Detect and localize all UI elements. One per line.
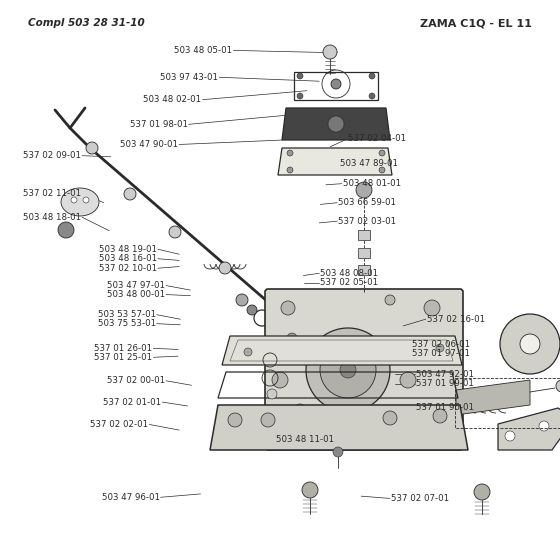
Circle shape (306, 328, 390, 412)
Text: 537 01 97-01: 537 01 97-01 (412, 349, 470, 358)
Text: 537 02 16-01: 537 02 16-01 (427, 315, 485, 324)
Circle shape (323, 45, 337, 59)
Circle shape (379, 167, 385, 173)
Text: 537 02 02-01: 537 02 02-01 (90, 420, 148, 429)
Circle shape (261, 413, 275, 427)
Circle shape (281, 301, 295, 315)
Circle shape (294, 404, 306, 416)
Text: 537 01 25-01: 537 01 25-01 (94, 353, 152, 362)
Text: 537 02 06-01: 537 02 06-01 (412, 340, 470, 349)
Circle shape (424, 300, 440, 316)
Polygon shape (456, 380, 530, 415)
Circle shape (436, 344, 444, 352)
Text: ZAMA C1Q - EL 11: ZAMA C1Q - EL 11 (420, 18, 532, 28)
Circle shape (369, 93, 375, 99)
Circle shape (383, 411, 397, 425)
Text: 503 48 00-01: 503 48 00-01 (107, 290, 165, 299)
Text: 537 01 96-01: 537 01 96-01 (416, 403, 474, 412)
Text: 503 47 89-01: 503 47 89-01 (340, 159, 399, 168)
Text: 537 02 11-01: 537 02 11-01 (23, 189, 81, 198)
Circle shape (433, 409, 447, 423)
Text: 503 53 57-01: 503 53 57-01 (97, 310, 156, 319)
Text: 537 01 98-01: 537 01 98-01 (129, 120, 188, 129)
Bar (358, 248, 370, 258)
Circle shape (539, 421, 549, 431)
Circle shape (228, 413, 242, 427)
Polygon shape (278, 148, 392, 175)
Circle shape (297, 93, 303, 99)
Text: 537 01 26-01: 537 01 26-01 (94, 344, 152, 353)
Circle shape (83, 197, 89, 203)
Circle shape (320, 342, 376, 398)
Text: 503 47 90-01: 503 47 90-01 (120, 140, 178, 149)
Circle shape (244, 348, 252, 356)
Polygon shape (282, 108, 390, 140)
Text: 503 75 53-01: 503 75 53-01 (97, 319, 156, 328)
Circle shape (369, 73, 375, 79)
Circle shape (356, 182, 372, 198)
Circle shape (430, 342, 442, 354)
Text: 503 48 16-01: 503 48 16-01 (99, 254, 157, 263)
Circle shape (474, 484, 490, 500)
Circle shape (333, 447, 343, 457)
Text: 503 47 96-01: 503 47 96-01 (101, 493, 160, 502)
Circle shape (302, 482, 318, 498)
Circle shape (267, 389, 277, 399)
Circle shape (425, 421, 439, 435)
Circle shape (505, 431, 515, 441)
Circle shape (287, 150, 293, 156)
Text: 537 02 04-01: 537 02 04-01 (348, 134, 407, 143)
Text: 503 48 05-01: 503 48 05-01 (174, 46, 232, 55)
Circle shape (500, 314, 560, 374)
Circle shape (328, 116, 344, 132)
Circle shape (71, 197, 77, 203)
Polygon shape (222, 336, 462, 365)
Text: 537 02 05-01: 537 02 05-01 (320, 278, 379, 287)
Circle shape (272, 372, 288, 388)
Circle shape (124, 188, 136, 200)
Text: 503 48 08-01: 503 48 08-01 (320, 269, 379, 278)
Text: 537 01 99-01: 537 01 99-01 (416, 379, 473, 388)
Text: 503 47 92-01: 503 47 92-01 (416, 370, 474, 379)
Text: 537 02 09-01: 537 02 09-01 (23, 151, 81, 160)
Polygon shape (210, 405, 468, 450)
Circle shape (414, 426, 426, 438)
Text: 503 48 01-01: 503 48 01-01 (343, 179, 401, 188)
Text: 503 48 02-01: 503 48 02-01 (143, 95, 202, 104)
Text: 537 02 00-01: 537 02 00-01 (107, 376, 165, 385)
Circle shape (556, 380, 560, 392)
Circle shape (236, 294, 248, 306)
Text: Compl 503 28 31-10: Compl 503 28 31-10 (28, 18, 144, 28)
Text: 503 97 43-01: 503 97 43-01 (160, 73, 218, 82)
Circle shape (400, 372, 416, 388)
Bar (455, 378, 560, 428)
Ellipse shape (61, 188, 99, 216)
Circle shape (58, 222, 74, 238)
Bar (358, 230, 370, 240)
Circle shape (520, 334, 540, 354)
Circle shape (287, 167, 293, 173)
Circle shape (169, 226, 181, 238)
Circle shape (297, 73, 303, 79)
Circle shape (385, 295, 395, 305)
Circle shape (340, 362, 356, 378)
Text: 537 02 10-01: 537 02 10-01 (99, 264, 157, 273)
Circle shape (86, 142, 98, 154)
Circle shape (379, 150, 385, 156)
Text: 503 66 59-01: 503 66 59-01 (338, 198, 396, 207)
Circle shape (247, 305, 257, 315)
Circle shape (287, 333, 297, 343)
FancyBboxPatch shape (265, 289, 463, 450)
Text: 503 48 18-01: 503 48 18-01 (23, 213, 81, 222)
Text: 537 02 01-01: 537 02 01-01 (103, 398, 161, 407)
Text: 503 48 19-01: 503 48 19-01 (99, 245, 157, 254)
Circle shape (219, 262, 231, 274)
Text: 537 02 03-01: 537 02 03-01 (338, 217, 396, 226)
Circle shape (331, 79, 341, 89)
Text: 537 02 07-01: 537 02 07-01 (391, 494, 449, 503)
Text: 503 47 97-01: 503 47 97-01 (107, 281, 165, 290)
Text: 503 48 11-01: 503 48 11-01 (276, 435, 334, 444)
Bar (358, 265, 370, 275)
Polygon shape (498, 408, 560, 450)
